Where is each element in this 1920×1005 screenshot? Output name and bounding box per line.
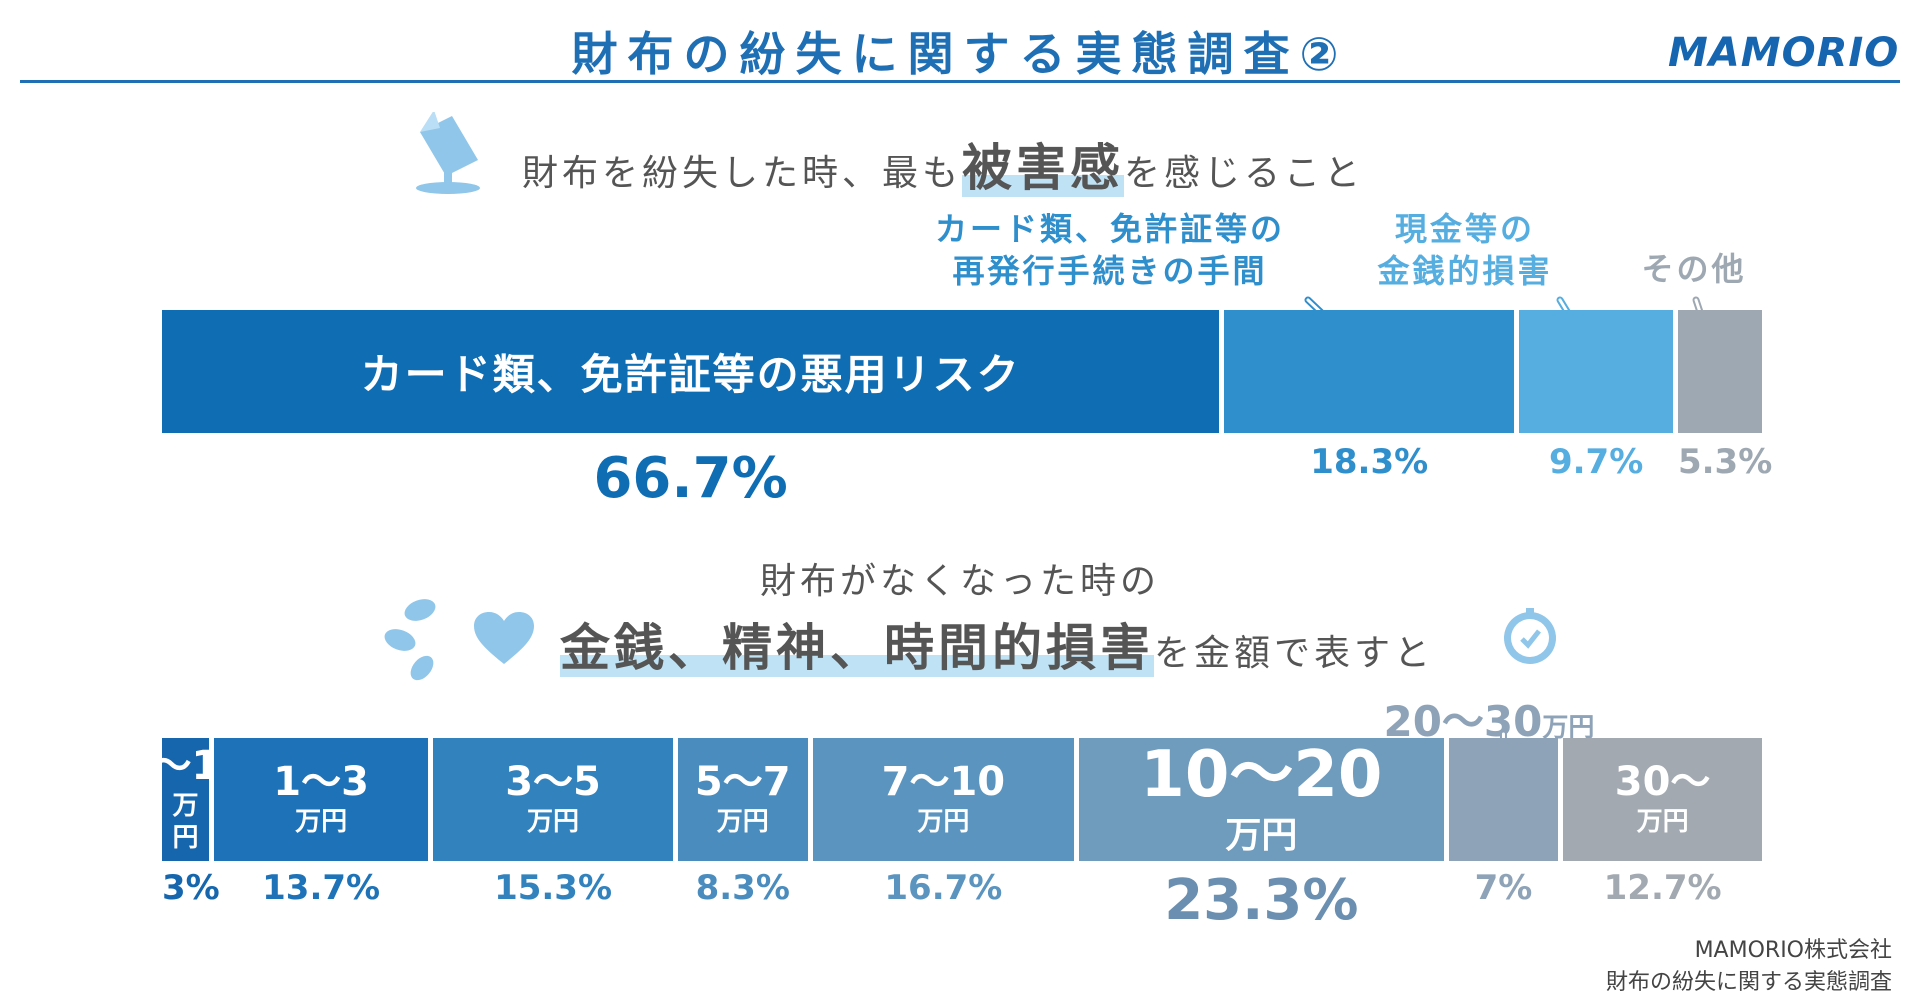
chart2-value-label-0: 3% bbox=[162, 868, 220, 908]
chart1-callout-1-line-1: 金銭的損害 bbox=[1377, 252, 1553, 290]
chart1-value-label-3: 5.3% bbox=[1677, 442, 1773, 482]
chart1-callout-2-line-0: その他 bbox=[1641, 250, 1747, 288]
chart2-value-label-3: 8.3% bbox=[695, 868, 790, 908]
chart2-value-label-7: 12.7% bbox=[1603, 868, 1722, 908]
clock-icon bbox=[1504, 608, 1556, 664]
heart-icon bbox=[474, 612, 534, 664]
section2-heading-line1: 財布がなくなった時の bbox=[759, 561, 1160, 602]
chart2-value-label-1: 13.7% bbox=[262, 868, 381, 908]
chart1-value-label-1: 18.3% bbox=[1310, 442, 1429, 482]
chart2-bar-1: 1〜3 万円 bbox=[213, 738, 429, 861]
chart1-value-label-2: 9.7% bbox=[1548, 442, 1644, 482]
chart1-callout-1-line-0: 現金等の bbox=[1394, 210, 1535, 248]
section2-heading: 金銭、精神、時間的損害を金額で表すと bbox=[560, 619, 1435, 677]
chart2-value-label-6: 7% bbox=[1474, 868, 1533, 908]
brand-logo: MAMORIO bbox=[1668, 30, 1900, 76]
chart2-bar-0-unit: 万円 bbox=[172, 791, 199, 853]
section1-heading: 財布を紛失した時、最も被害感を感じること bbox=[522, 139, 1365, 197]
chart2-bar-5-unit: 万円 bbox=[1225, 814, 1298, 856]
chart2-bar-7-unit: 万円 bbox=[1636, 806, 1689, 837]
chart2-value-label-4: 16.7% bbox=[884, 868, 1003, 908]
pouring-cup-icon bbox=[416, 112, 480, 194]
chart2-bar-2-unit: 万円 bbox=[527, 806, 580, 837]
chart2-bar-3-unit: 万円 bbox=[716, 806, 769, 837]
chart2-bar-1-range: 1〜3 bbox=[273, 758, 369, 805]
chart2-bar-4: 7〜10 万円 bbox=[812, 738, 1075, 861]
footer-survey: 財布の紛失に関する実態調査 bbox=[1605, 970, 1892, 995]
chart2-bar-1-unit: 万円 bbox=[295, 806, 348, 837]
chart2-bar-3: 5〜7 万円 bbox=[677, 738, 808, 861]
chart2-bar-2: 3〜5 万円 bbox=[433, 738, 673, 861]
chart1-callout-0-line-1: 再発行手続きの手間 bbox=[952, 252, 1268, 290]
chart2-value-label-5: 23.3% bbox=[1164, 868, 1359, 933]
title-divider bbox=[20, 80, 1900, 83]
chart2-bar-4-range: 7〜10 bbox=[881, 758, 1006, 805]
chart2-bar-7: 30〜 万円 bbox=[1563, 738, 1762, 861]
chart2-bar-3-range: 5〜7 bbox=[694, 758, 791, 805]
chart1-callout-other: その他 bbox=[1474, 248, 1914, 290]
chart2-bar-4-unit: 万円 bbox=[917, 806, 970, 837]
chart1-callout-reissue: カード類、免許証等の 再発行手続きの手間 bbox=[890, 208, 1330, 292]
chart2-bar-6 bbox=[1448, 738, 1559, 861]
section1-heading-emphasis: 被害感 bbox=[962, 139, 1125, 197]
chart1-bar-2 bbox=[1519, 310, 1673, 433]
chart2-bar-5: 10〜20 万円 bbox=[1079, 738, 1444, 861]
footer-company: MAMORIO株式会社 bbox=[1694, 938, 1892, 963]
chart2-callout-range: 20〜30 bbox=[1383, 697, 1543, 746]
footer-credit: MAMORIO株式会社 財布の紛失に関する実態調査 bbox=[1606, 935, 1892, 999]
chart1-bar-1 bbox=[1224, 310, 1515, 433]
chart1-callout-money: 現金等の 金銭的損害 bbox=[1245, 208, 1685, 292]
section2-heading-emphasis: 金銭、精神、時間的損害 bbox=[560, 619, 1154, 677]
chart2-bar-5-range: 10〜20 bbox=[1140, 738, 1383, 813]
chart2-bar-0-range: 〜1 bbox=[151, 743, 220, 790]
chart2-bar-2-range: 3〜5 bbox=[505, 758, 601, 805]
chart2-bar-7-range: 30〜 bbox=[1614, 758, 1711, 805]
chart2-bar-0: 〜1 万円 bbox=[152, 738, 219, 861]
chart1-bar-3 bbox=[1677, 310, 1762, 433]
chart2-callout: 20〜30万円 bbox=[1383, 688, 1594, 749]
chart2-value-label-2: 15.3% bbox=[494, 868, 613, 908]
page-title: 財布の紛失に関する実態調査② bbox=[571, 27, 1349, 81]
chart1-bar-0-label: カード類、免許証等の悪用リスク bbox=[360, 350, 1021, 399]
chart1-callout-0-line-0: カード類、免許証等の bbox=[934, 210, 1285, 248]
chart1-value-label-0: 66.7% bbox=[593, 446, 788, 511]
coins-icon bbox=[384, 599, 436, 681]
chart1-bar-0: カード類、免許証等の悪用リスク bbox=[162, 310, 1220, 433]
